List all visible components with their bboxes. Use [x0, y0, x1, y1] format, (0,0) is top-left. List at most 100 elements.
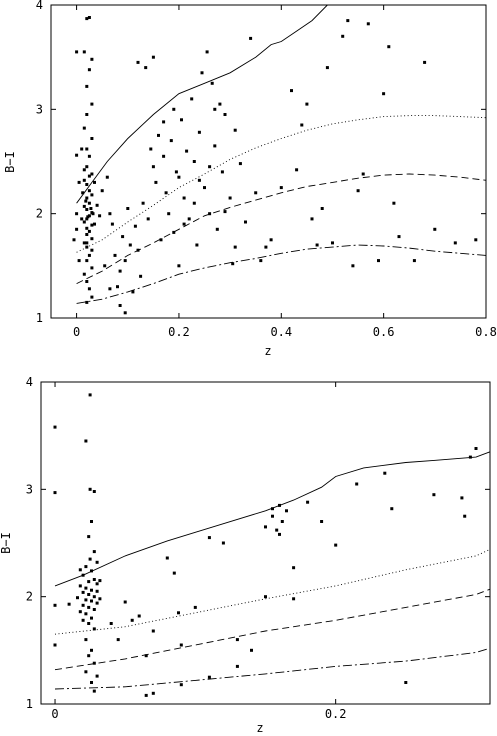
data-point	[87, 535, 91, 539]
data-point	[315, 243, 319, 247]
data-point	[126, 207, 130, 210]
data-point	[85, 208, 89, 211]
data-point	[205, 50, 209, 54]
data-point	[84, 586, 88, 590]
data-point	[254, 191, 258, 195]
data-point	[346, 19, 350, 23]
data-point	[90, 248, 94, 252]
data-point	[334, 543, 338, 547]
data-point	[172, 230, 176, 234]
data-point	[110, 222, 114, 226]
data-point	[76, 596, 79, 600]
data-point	[220, 170, 224, 174]
data-point	[108, 212, 112, 216]
data-point	[197, 130, 201, 134]
data-point	[218, 102, 222, 106]
data-point	[190, 97, 194, 101]
data-point	[85, 17, 89, 21]
x-tick-label: 0	[73, 325, 80, 339]
bottom-plot-frame	[40, 381, 491, 705]
data-point	[172, 107, 176, 111]
data-point	[123, 311, 127, 315]
data-point	[151, 691, 155, 695]
data-point	[174, 170, 178, 174]
data-point	[235, 638, 239, 642]
data-point	[310, 217, 314, 221]
data-point	[87, 154, 91, 158]
data-point	[423, 60, 427, 64]
data-point	[77, 259, 81, 263]
data-point	[180, 118, 183, 122]
data-point	[233, 128, 237, 132]
bottom-x-ticks: 0 0.2	[51, 382, 347, 721]
data-point	[238, 162, 242, 166]
data-point	[98, 579, 102, 583]
data-point	[235, 664, 239, 668]
x-tick-label: 0	[51, 707, 58, 721]
bottom-y-ticks: 1 2 3 4	[26, 375, 490, 711]
data-point	[87, 16, 91, 19]
data-point	[228, 196, 232, 200]
data-point	[392, 201, 396, 205]
dashdot-model-curve	[76, 244, 487, 304]
data-point	[231, 262, 235, 266]
data-point	[397, 235, 401, 239]
data-point	[85, 300, 89, 304]
data-point	[292, 597, 296, 601]
data-point	[98, 597, 102, 601]
data-point	[279, 186, 283, 190]
data-point	[290, 89, 293, 93]
data-point	[67, 602, 71, 606]
data-point	[197, 178, 201, 182]
y-tick-label: 2	[36, 207, 43, 221]
data-point	[53, 603, 57, 607]
data-point	[90, 137, 94, 140]
dashed-model-curve	[76, 173, 487, 285]
data-point	[84, 439, 88, 443]
data-point	[81, 603, 85, 607]
data-point	[172, 571, 176, 575]
data-point	[144, 66, 148, 70]
data-point	[90, 237, 94, 241]
data-point	[210, 81, 214, 85]
data-point	[167, 212, 171, 216]
data-point	[259, 259, 263, 263]
data-point	[82, 168, 86, 172]
data-point	[133, 224, 137, 228]
data-point	[82, 178, 86, 182]
data-point	[151, 629, 155, 633]
data-point	[169, 139, 173, 143]
data-point	[154, 180, 158, 184]
bottom-model-curves	[54, 451, 491, 690]
data-point	[87, 654, 91, 658]
data-point	[278, 532, 281, 536]
data-point	[95, 203, 99, 207]
data-point	[90, 569, 93, 573]
data-point	[146, 217, 150, 221]
data-point	[82, 241, 86, 245]
data-point	[271, 514, 274, 518]
y-tick-label: 4	[36, 0, 43, 12]
data-point	[460, 496, 464, 500]
data-point	[377, 259, 380, 263]
data-point	[82, 126, 86, 130]
data-point	[87, 253, 91, 257]
data-point	[208, 165, 212, 169]
data-point	[72, 238, 76, 242]
top-y-ticks: 1 2 3 4	[36, 0, 486, 325]
data-point	[351, 264, 355, 268]
data-point	[87, 201, 91, 205]
top-x-axis-title: z	[264, 344, 271, 358]
data-point	[78, 568, 82, 572]
data-point	[80, 217, 84, 221]
data-point	[151, 165, 155, 169]
data-point	[85, 196, 89, 200]
x-tick-label: 0.2	[168, 325, 190, 339]
y-tick-label: 3	[36, 102, 43, 116]
data-point	[325, 66, 329, 70]
top-panel: 0 0.2 0.4 0.6 0.8 1 2 3 4 z B−I	[3, 0, 497, 358]
data-point	[269, 238, 273, 242]
data-point	[320, 207, 324, 210]
